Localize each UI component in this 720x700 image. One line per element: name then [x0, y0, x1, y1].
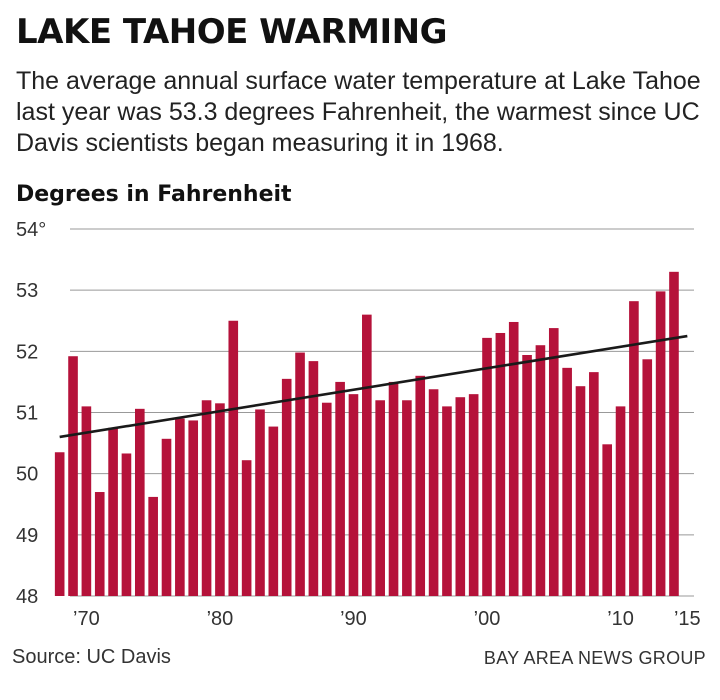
bar-2008: [589, 372, 599, 596]
y-tick-label: 53: [16, 280, 38, 302]
x-tick-label: ’90: [340, 608, 367, 630]
bar-1989: [335, 381, 345, 596]
bar-1980: [215, 403, 225, 596]
y-tick-label: 54°: [16, 219, 46, 241]
bar-1981: [228, 320, 239, 596]
bar-2013: [655, 291, 666, 596]
bar-1968: [54, 452, 65, 596]
chart-title: LAKE TAHOE WARMING: [16, 12, 448, 52]
bar-chart: 48 49 50 51 52 53 54° ’70 ’80 ’90 ’00 ’10 ’15: [16, 219, 701, 630]
bar-2002: [508, 321, 519, 596]
credit-line: BAY AREA NEWS GROUP: [483, 648, 706, 668]
y-tick-label: 52: [16, 341, 38, 363]
y-tick-labels: 48 49 50 51 52 53 54°: [16, 219, 46, 608]
bar-1971: [94, 492, 105, 596]
bar-1993: [388, 381, 399, 596]
y-tick-label: 50: [16, 464, 38, 486]
x-tick-label: ’10: [607, 608, 634, 630]
trendline-group: [59, 334, 688, 439]
bar-1983: [255, 409, 265, 596]
x-tick-labels: ’70 ’80 ’90 ’00 ’10 ’15: [73, 608, 701, 630]
bar-1978: [188, 420, 199, 596]
bar-1977: [175, 418, 185, 596]
bar-1969: [68, 356, 78, 596]
x-tick-label: ’80: [207, 608, 234, 630]
x-tick-label: ’15: [674, 608, 701, 630]
trendline: [59, 334, 688, 439]
bar-1984: [268, 426, 279, 596]
bar-1976: [161, 438, 172, 596]
bar-1987: [308, 361, 319, 596]
bar-1998: [455, 397, 466, 596]
bar-1988: [321, 402, 332, 596]
bar-1991: [362, 314, 372, 596]
bar-1997: [442, 406, 452, 596]
bar-1972: [108, 427, 118, 596]
y-axis-label: Degrees in Fahrenheit: [16, 182, 292, 207]
chart-subtitle: The average annual surface water tempera…: [16, 67, 701, 157]
bar-1995: [415, 375, 426, 596]
bar-1994: [402, 400, 412, 596]
y-tick-label: 49: [16, 525, 38, 547]
bar-2006: [562, 367, 572, 596]
bar-1992: [375, 400, 385, 596]
y-tick-label: 51: [16, 403, 38, 425]
bar-1996: [428, 389, 439, 596]
bar-1975: [148, 496, 158, 596]
bar-2012: [642, 359, 653, 596]
bar-1986: [295, 352, 305, 596]
y-tick-label: 48: [16, 586, 38, 608]
bar-1979: [201, 400, 212, 596]
bar-1974: [134, 408, 145, 596]
bar-1985: [281, 378, 292, 596]
bar-1970: [81, 406, 92, 596]
bar-2011: [629, 301, 639, 596]
bars: [54, 271, 679, 596]
bar-2003: [522, 355, 532, 596]
bar-1990: [348, 394, 359, 596]
bar-2001: [495, 332, 506, 596]
bar-2000: [482, 337, 492, 596]
bar-1999: [468, 394, 479, 596]
bar-2004: [535, 345, 546, 596]
bar-1982: [241, 460, 252, 596]
bar-2009: [602, 444, 613, 596]
bar-2007: [575, 386, 586, 596]
source-note: Source: UC Davis: [12, 646, 171, 668]
bar-2010: [615, 406, 626, 596]
bar-2014: [669, 271, 679, 596]
bar-1973: [121, 453, 132, 596]
bar-2005: [548, 328, 559, 596]
x-tick-label: ’00: [474, 608, 501, 630]
x-tick-label: ’70: [73, 608, 100, 630]
